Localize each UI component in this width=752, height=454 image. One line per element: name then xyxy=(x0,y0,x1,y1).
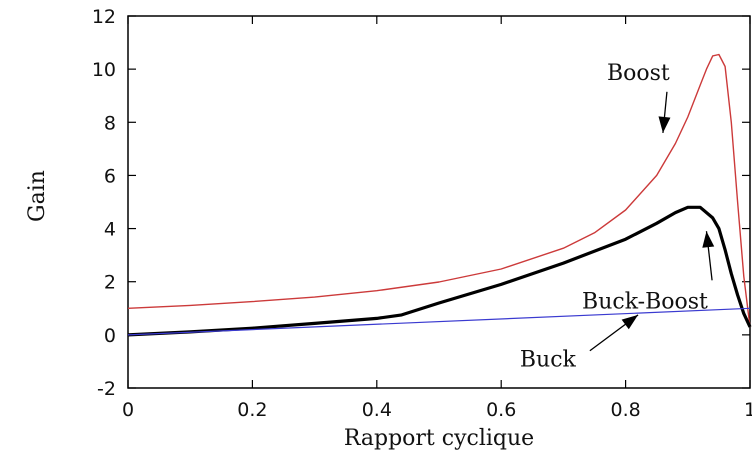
y-tick-label: -2 xyxy=(97,378,116,400)
annotation-label: Buck-Boost xyxy=(582,289,708,314)
x-tick-label: 0.2 xyxy=(237,399,267,421)
series-line-boost xyxy=(127,53,751,327)
x-tick-label: 1 xyxy=(744,399,752,421)
annotation-label: Boost xyxy=(607,61,670,86)
y-tick-label: 12 xyxy=(92,6,116,28)
annotation-arrow-head xyxy=(702,231,715,248)
y-axis-title: Gain xyxy=(25,170,50,222)
y-tick-label: 2 xyxy=(104,272,116,294)
series-line-buck-boost xyxy=(127,205,752,337)
plot-frame xyxy=(127,15,751,389)
y-tick-label: 10 xyxy=(92,59,116,81)
x-tick-label: 0.4 xyxy=(362,399,392,421)
annotation-arrow-head xyxy=(658,116,671,133)
y-tick-label: 4 xyxy=(104,219,116,241)
x-tick-label: 0 xyxy=(122,399,134,421)
series-line-buck xyxy=(127,307,751,336)
x-tick-label: 0.6 xyxy=(486,399,516,421)
x-tick-label: 0.8 xyxy=(610,399,640,421)
y-tick-label: 6 xyxy=(104,165,116,187)
y-tick-label: 8 xyxy=(104,112,116,134)
annotation-label: Buck xyxy=(520,348,577,373)
annotation-arrow-head xyxy=(621,314,639,330)
x-axis-title: Rapport cyclique xyxy=(344,426,534,451)
y-tick-label: 0 xyxy=(104,325,116,347)
